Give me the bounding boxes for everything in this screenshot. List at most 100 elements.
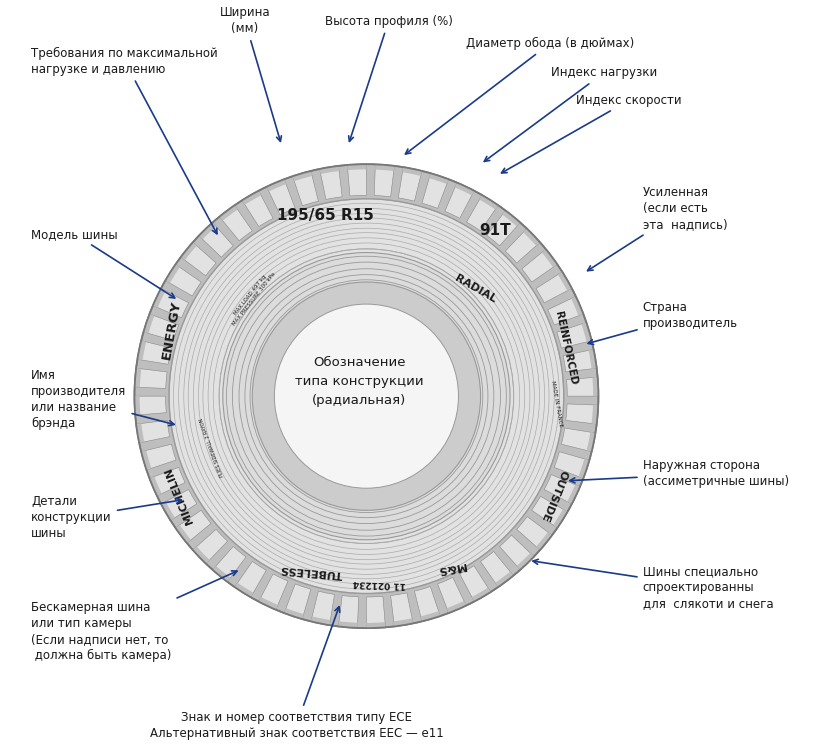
Text: Высота профиля (%): Высота профиля (%) bbox=[324, 15, 452, 141]
Wedge shape bbox=[284, 608, 304, 619]
Text: Имя
производителя
или название
брэнда: Имя производителя или название брэнда bbox=[31, 370, 174, 430]
Wedge shape bbox=[134, 396, 140, 415]
Wedge shape bbox=[141, 444, 176, 470]
Wedge shape bbox=[235, 583, 253, 597]
Circle shape bbox=[253, 282, 481, 510]
Wedge shape bbox=[311, 591, 334, 625]
Wedge shape bbox=[447, 601, 466, 613]
Wedge shape bbox=[553, 509, 567, 528]
Wedge shape bbox=[134, 396, 166, 415]
Wedge shape bbox=[258, 597, 278, 610]
Text: Шины специально
спроектированны
для  слякоти и снега: Шины специально спроектированны для сляк… bbox=[533, 560, 773, 610]
Wedge shape bbox=[161, 502, 175, 521]
Wedge shape bbox=[587, 432, 596, 452]
Text: Страна
производитель: Страна производитель bbox=[588, 301, 738, 344]
Wedge shape bbox=[593, 377, 598, 396]
Wedge shape bbox=[460, 565, 491, 601]
Wedge shape bbox=[557, 322, 592, 348]
Wedge shape bbox=[367, 596, 385, 628]
Wedge shape bbox=[567, 485, 580, 504]
Wedge shape bbox=[536, 272, 572, 303]
Wedge shape bbox=[267, 180, 295, 215]
Wedge shape bbox=[502, 210, 520, 227]
Text: Модель шины: Модель шины bbox=[31, 227, 174, 298]
Wedge shape bbox=[548, 296, 584, 325]
Wedge shape bbox=[588, 349, 597, 369]
Wedge shape bbox=[566, 404, 598, 424]
Wedge shape bbox=[592, 405, 598, 424]
Wedge shape bbox=[544, 474, 580, 504]
Wedge shape bbox=[219, 205, 238, 221]
Text: TUBELESS: TUBELESS bbox=[280, 564, 343, 579]
Text: RADIAL: RADIAL bbox=[453, 274, 498, 305]
Wedge shape bbox=[213, 566, 231, 582]
Wedge shape bbox=[338, 595, 359, 628]
Wedge shape bbox=[415, 586, 440, 622]
Wedge shape bbox=[141, 450, 152, 470]
Wedge shape bbox=[517, 553, 534, 570]
Wedge shape bbox=[149, 476, 161, 496]
Text: MAX LOAD 497 kg
MAX PRESSURE 300 kPa: MAX LOAD 497 kg MAX PRESSURE 300 kPa bbox=[227, 267, 277, 326]
Wedge shape bbox=[422, 174, 449, 209]
Wedge shape bbox=[242, 191, 273, 227]
Wedge shape bbox=[235, 562, 267, 597]
Text: MICHELIN: MICHELIN bbox=[163, 466, 195, 525]
Wedge shape bbox=[134, 368, 141, 387]
Wedge shape bbox=[193, 547, 209, 564]
Wedge shape bbox=[165, 264, 201, 296]
Wedge shape bbox=[374, 165, 394, 197]
Wedge shape bbox=[562, 428, 596, 452]
Text: 195/65 R15: 195/65 R15 bbox=[277, 208, 374, 223]
Wedge shape bbox=[134, 368, 167, 388]
Wedge shape bbox=[438, 577, 466, 613]
Text: Наружная сторона
(ассиметричные шины): Наружная сторона (ассиметричные шины) bbox=[570, 459, 789, 488]
Wedge shape bbox=[149, 468, 185, 496]
Wedge shape bbox=[523, 229, 540, 246]
Text: PLIES SIDEWALL 2 RAYON: PLIES SIDEWALL 2 RAYON bbox=[199, 417, 225, 478]
Text: 91T: 91T bbox=[479, 223, 511, 238]
Wedge shape bbox=[153, 288, 165, 307]
Circle shape bbox=[134, 164, 598, 628]
Text: 11 021234: 11 021234 bbox=[353, 578, 407, 589]
Wedge shape bbox=[581, 322, 592, 342]
Wedge shape bbox=[496, 571, 513, 587]
Text: ENERGY: ENERGY bbox=[160, 299, 183, 361]
Text: OUTSIDE: OUTSIDE bbox=[540, 468, 569, 523]
Text: Обозначение
типа конструкции
(радиальная): Обозначение типа конструкции (радиальная… bbox=[295, 356, 423, 407]
Wedge shape bbox=[136, 423, 144, 443]
Wedge shape bbox=[536, 532, 552, 550]
Wedge shape bbox=[367, 622, 385, 628]
Wedge shape bbox=[193, 530, 227, 564]
Wedge shape bbox=[338, 622, 358, 628]
Text: Индекс нагрузки: Индекс нагрузки bbox=[484, 67, 657, 162]
Wedge shape bbox=[479, 195, 498, 209]
Text: Индекс скорости: Индекс скорости bbox=[501, 94, 682, 173]
Wedge shape bbox=[347, 164, 367, 196]
Wedge shape bbox=[563, 349, 597, 372]
Wedge shape bbox=[421, 611, 440, 622]
Wedge shape bbox=[267, 180, 286, 191]
Wedge shape bbox=[403, 167, 422, 176]
Wedge shape bbox=[199, 222, 216, 239]
Wedge shape bbox=[143, 314, 154, 334]
Wedge shape bbox=[430, 174, 449, 184]
Wedge shape bbox=[500, 535, 534, 570]
Wedge shape bbox=[522, 249, 557, 282]
Wedge shape bbox=[394, 619, 413, 626]
Wedge shape bbox=[165, 264, 180, 283]
Text: Диаметр обода (в дюймах): Диаметр обода (в дюймах) bbox=[405, 37, 634, 154]
Wedge shape bbox=[466, 195, 498, 231]
Wedge shape bbox=[375, 165, 394, 171]
Wedge shape bbox=[161, 489, 197, 521]
Wedge shape bbox=[505, 229, 540, 263]
Wedge shape bbox=[311, 616, 330, 625]
Wedge shape bbox=[579, 459, 589, 479]
Wedge shape bbox=[487, 210, 520, 246]
Wedge shape bbox=[181, 242, 216, 276]
Wedge shape bbox=[175, 525, 191, 543]
Text: Требования по максимальной
нагрузке и давлению: Требования по максимальной нагрузке и да… bbox=[31, 46, 218, 233]
Circle shape bbox=[275, 304, 459, 488]
Wedge shape bbox=[542, 249, 557, 267]
Circle shape bbox=[222, 253, 510, 540]
Wedge shape bbox=[571, 296, 584, 316]
